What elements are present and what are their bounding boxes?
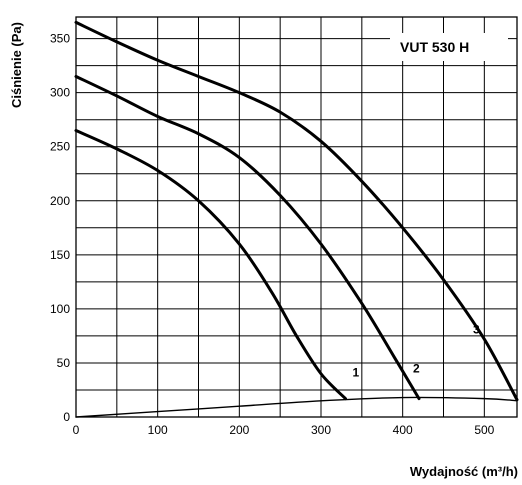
y-axis-title: Ciśnienie (Pa): [9, 22, 24, 108]
x-tick-label: 300: [311, 423, 331, 437]
y-tick-label: 350: [50, 32, 70, 46]
y-tick-label: 0: [63, 410, 70, 424]
y-tick-label: 150: [50, 248, 70, 262]
curves: [74, 20, 519, 418]
x-axis-title: Wydajność (m³/h): [410, 464, 518, 479]
grid: [75, 16, 518, 418]
tick-labels: 0 100 200 300 400 500 0 50 100 150 200 250 300 350: [50, 32, 495, 437]
model-label: VUT 530 H: [400, 39, 469, 55]
model-label-box: [390, 33, 508, 61]
y-tick-label: 250: [50, 140, 70, 154]
y-tick-label: 200: [50, 194, 70, 208]
series-line-3: [74, 20, 519, 402]
system-curve-line: [75, 396, 518, 418]
curve-labels: 1 2 3: [353, 323, 481, 380]
y-tick-label: 50: [57, 356, 71, 370]
x-tick-label: 0: [73, 423, 80, 437]
series-label-1: 1: [353, 366, 360, 380]
x-tick-label: 400: [393, 423, 413, 437]
x-tick-label: 200: [229, 423, 249, 437]
series-line-2: [74, 74, 421, 401]
plot-frame: [75, 16, 518, 418]
x-tick-label: 500: [474, 423, 494, 437]
series-label-3: 3: [473, 323, 480, 337]
x-tick-label: 100: [148, 423, 168, 437]
y-tick-label: 300: [50, 86, 70, 100]
series-line-1: [74, 129, 347, 401]
y-tick-label: 100: [50, 302, 70, 316]
series-label-2: 2: [413, 362, 420, 376]
